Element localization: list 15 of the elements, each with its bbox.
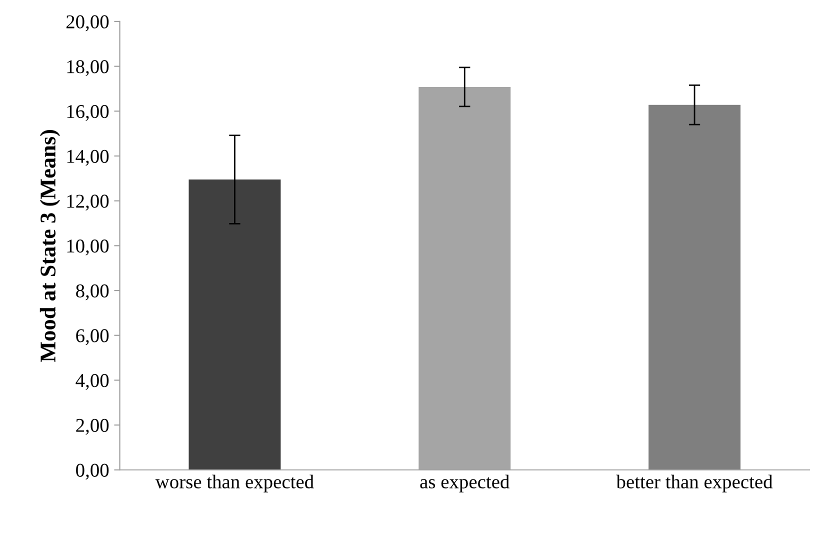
x-tick-label: worse than expected (155, 474, 314, 492)
y-axis-title: Mood at State 3 (Means) (40, 130, 60, 362)
x-tick-label: better than expected (616, 474, 773, 492)
y-tick-label: 8,00 (76, 284, 109, 300)
y-tick-label: 4,00 (76, 374, 109, 390)
y-tick-label: 16,00 (67, 104, 109, 121)
y-tick-label: 6,00 (76, 329, 109, 346)
y-tick-label: 18,00 (67, 60, 109, 76)
y-tick-label: 0,00 (76, 464, 109, 480)
x-tick-label: as expected (420, 474, 510, 492)
y-tick-label: 12,00 (67, 194, 109, 211)
y-tick-label: 14,00 (67, 150, 109, 166)
y-tick-label: 2,00 (76, 418, 109, 435)
y-tick-label: 20,00 (66, 15, 109, 32)
y-tick-label: 10,00 (67, 239, 109, 256)
